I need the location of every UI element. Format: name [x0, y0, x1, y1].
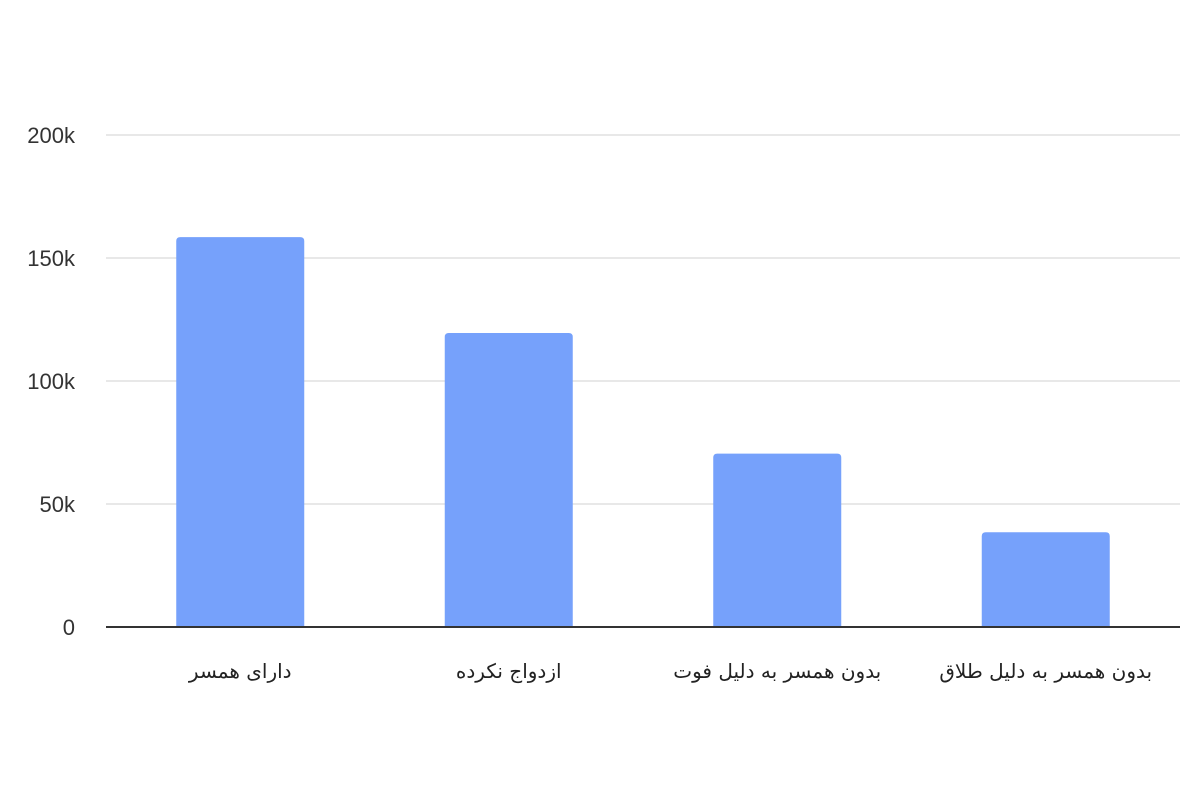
y-tick-label: 0	[63, 615, 75, 640]
y-tick-label: 100k	[27, 369, 76, 394]
bar-2	[713, 453, 842, 627]
x-category-label: دارای همسر	[188, 659, 292, 683]
bar-0	[176, 237, 305, 627]
y-tick-label: 150k	[27, 246, 76, 271]
y-tick-label: 50k	[40, 492, 76, 517]
bar-3	[981, 532, 1110, 627]
y-tick-label: 200k	[27, 123, 76, 148]
labels: 0 50k 100k 150k 200k دارای همسر ازدواج نکرده بد…	[27, 123, 1152, 683]
bars	[176, 237, 1110, 627]
bar-1	[444, 333, 573, 627]
x-category-label: بدون همسر به دلیل فوت	[673, 659, 881, 683]
x-category-label: بدون همسر به دلیل طلاق	[939, 659, 1152, 683]
x-category-label: ازدواج نکرده	[456, 659, 562, 683]
